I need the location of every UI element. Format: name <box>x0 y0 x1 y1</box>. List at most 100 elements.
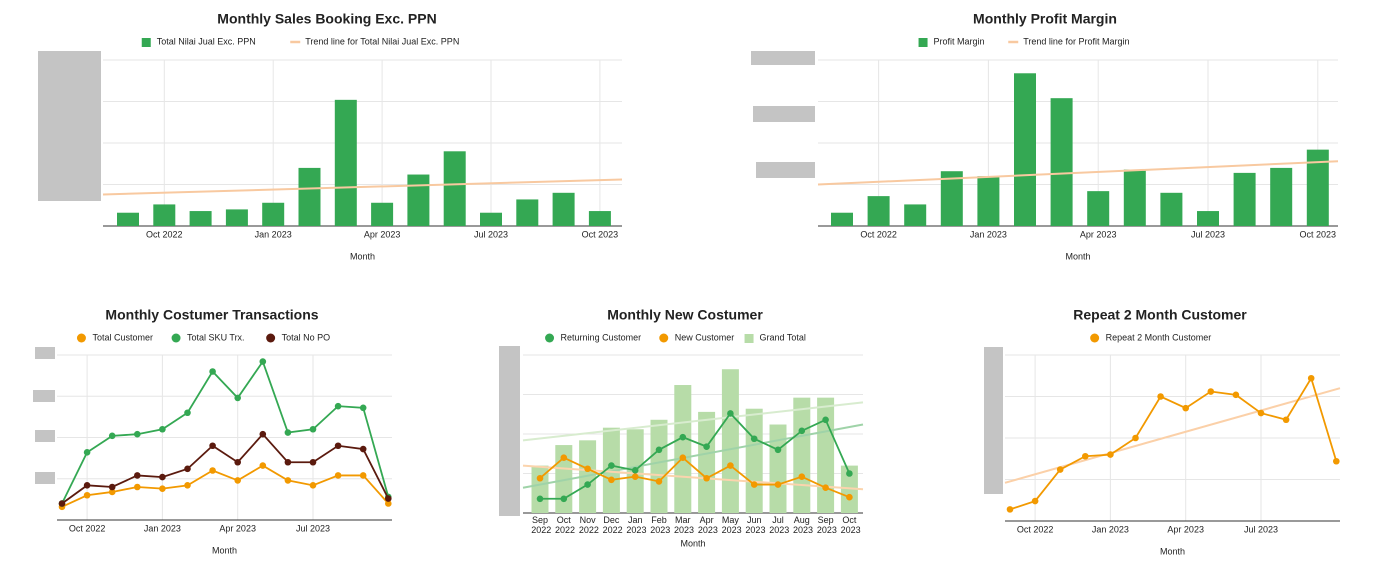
series-line <box>540 412 851 500</box>
bar <box>745 408 763 513</box>
point <box>1107 451 1114 458</box>
point <box>631 473 639 480</box>
bar <box>904 204 927 226</box>
trend-line <box>522 464 864 491</box>
legend-swatch <box>141 38 151 47</box>
legend-swatch <box>918 38 928 47</box>
x-tick-label: Oct 2022 <box>553 515 576 535</box>
x-tick-label: Jul 2023 <box>767 515 790 535</box>
bar <box>650 419 668 513</box>
x-tick-label: Jul 2023 <box>474 229 508 239</box>
point <box>385 500 392 507</box>
chart-title: Repeat 2 Month Customer <box>1073 307 1247 323</box>
point <box>608 462 615 469</box>
point <box>655 446 663 454</box>
point <box>608 476 615 484</box>
legend-label: Repeat 2 Month Customer <box>1106 332 1212 342</box>
bar <box>407 174 430 226</box>
x-axis-title: Month <box>1160 546 1185 556</box>
legend-label: Trend line for Total Nilai Jual Exc. PPN <box>305 36 459 46</box>
legend-label: New Customer <box>675 332 735 342</box>
point <box>209 442 216 450</box>
point <box>750 435 758 443</box>
chart: Monthly Profit Margin Profit Margin Trend … <box>817 11 1339 261</box>
point <box>359 404 367 412</box>
x-tick-label: Oct 2022 <box>146 229 183 239</box>
point <box>679 454 687 462</box>
bar <box>940 171 963 226</box>
legend-swatch <box>171 333 181 343</box>
point <box>560 495 568 503</box>
point <box>334 472 342 479</box>
x-tick-label: Oct 2022 <box>1017 524 1054 534</box>
chart-title: Monthly Sales Booking Exc. PPN <box>217 11 436 27</box>
point <box>536 495 544 503</box>
trend-line <box>522 423 864 489</box>
point <box>83 449 91 456</box>
point <box>846 493 853 501</box>
bar <box>117 212 139 226</box>
bar <box>793 397 811 513</box>
x-tick-label: Apr 2023 <box>364 229 401 239</box>
redactions <box>33 51 1003 516</box>
bar <box>480 212 502 226</box>
x-tick-label: Apr 2023 <box>695 515 718 535</box>
point <box>727 462 734 469</box>
point <box>134 430 141 438</box>
x-tick-label: Nov 2022 <box>576 515 599 535</box>
legend-label: Total Customer <box>92 332 153 342</box>
point <box>209 368 216 375</box>
series-line <box>539 456 850 499</box>
point <box>209 467 216 474</box>
point <box>108 432 116 440</box>
x-tick-label: Apr 2023 <box>1080 229 1117 239</box>
point <box>259 462 267 469</box>
point <box>798 473 806 480</box>
point <box>284 458 292 466</box>
bar <box>531 465 549 513</box>
x-tick-label: Jul 2023 <box>296 523 330 533</box>
legend-label: Trend line for Profit Margin <box>1023 36 1129 46</box>
bar <box>1197 211 1219 226</box>
x-tick-label: Jun 2023 <box>743 515 766 535</box>
point <box>234 477 241 484</box>
x-tick-label: Sep 2022 <box>529 515 552 535</box>
bar <box>371 202 394 226</box>
point <box>774 446 782 454</box>
point <box>385 495 392 502</box>
point <box>184 465 191 473</box>
legend-label: Total Nilai Jual Exc. PPN <box>157 36 256 46</box>
legend-label: Total SKU Trx. <box>187 332 245 342</box>
point <box>359 472 367 479</box>
point <box>750 481 758 488</box>
point <box>560 454 568 462</box>
point <box>1182 404 1189 412</box>
point <box>631 467 639 474</box>
chart: Monthly Costumer Transactions Total Custo… <box>57 307 392 555</box>
x-tick-label: Jan 2023 <box>970 229 1007 239</box>
bar <box>516 199 539 226</box>
point <box>846 470 853 477</box>
bar <box>153 204 176 226</box>
legend-swatch <box>545 333 555 343</box>
x-axis-title: Month <box>1065 251 1090 261</box>
point <box>703 474 710 482</box>
bar <box>698 411 716 513</box>
point <box>134 483 141 491</box>
x-axis-title: Month <box>680 538 705 548</box>
point <box>1056 466 1064 473</box>
point <box>184 482 191 489</box>
x-tick-label: Jan 2023 <box>1092 524 1129 534</box>
bar <box>588 211 611 226</box>
bar <box>189 211 212 226</box>
point <box>309 458 317 466</box>
point <box>259 358 267 365</box>
point <box>334 442 342 450</box>
point <box>798 427 806 435</box>
point <box>1082 452 1089 460</box>
point <box>359 445 367 453</box>
legend-label: Returning Customer <box>561 332 642 342</box>
bar <box>1270 167 1293 226</box>
point <box>108 483 116 491</box>
